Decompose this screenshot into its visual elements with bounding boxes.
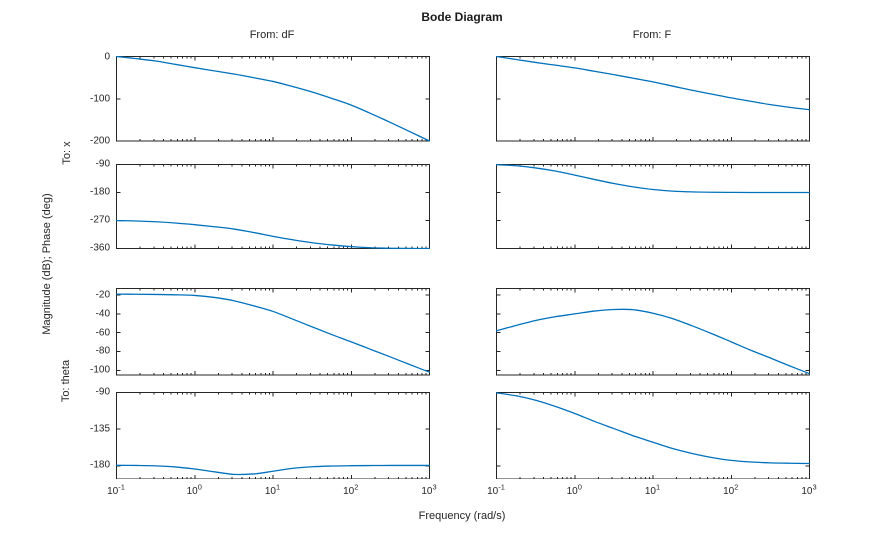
bode-panel-phase-to-x-from-F bbox=[495, 163, 810, 249]
axes-box-and-ticks bbox=[495, 56, 810, 142]
bode-panel-phase-to-x-from-dF bbox=[115, 163, 430, 249]
response-curve-magnitude-to-theta-from-dF bbox=[115, 293, 430, 373]
bode-panel-magnitude-to-theta-from-dF bbox=[115, 288, 430, 376]
bode-panel-phase-to-theta-from-F bbox=[495, 391, 810, 479]
response-curve-magnitude-to-x-from-dF bbox=[115, 56, 430, 142]
y-tick-label: -360 bbox=[89, 242, 110, 254]
y-tick-label: -180 bbox=[89, 459, 110, 471]
y-tick-label: -60 bbox=[95, 327, 110, 339]
x-tick-label: 102 bbox=[343, 482, 359, 497]
response-curve-magnitude-to-theta-from-F bbox=[495, 308, 810, 375]
y-tick-label: -135 bbox=[89, 423, 110, 435]
y-tick-label: -270 bbox=[89, 214, 110, 226]
response-curve-phase-to-x-from-F bbox=[495, 163, 810, 193]
x-axis-label: Frequency (rad/s) bbox=[418, 510, 506, 522]
x-tick-label: 101 bbox=[264, 482, 281, 497]
response-curve-phase-to-theta-from-dF bbox=[115, 464, 430, 475]
bode-panel-magnitude-to-x-from-dF bbox=[115, 56, 430, 142]
axes-box-and-ticks bbox=[495, 288, 810, 376]
axes-box-and-ticks bbox=[495, 391, 810, 479]
x-tick-label: 103 bbox=[421, 482, 437, 497]
column-header-from-F: From: F bbox=[632, 29, 672, 41]
y-tick-label: -200 bbox=[89, 135, 110, 147]
response-curve-phase-to-theta-from-F bbox=[495, 391, 810, 464]
column-header-from-dF: From: dF bbox=[249, 29, 295, 41]
bode-panel-magnitude-to-x-from-F bbox=[495, 56, 810, 142]
y-tick-label: 0 bbox=[104, 51, 110, 62]
bode-panel-magnitude-to-theta-from-F bbox=[495, 288, 810, 376]
axes-box-and-ticks bbox=[495, 163, 810, 249]
x-tick-label: 10-1 bbox=[487, 482, 505, 497]
axes-box-and-ticks bbox=[115, 288, 430, 376]
y-tick-label: -90 bbox=[95, 386, 110, 398]
bode-panel-phase-to-theta-from-dF bbox=[115, 391, 430, 479]
y-tick-label: -80 bbox=[95, 345, 110, 357]
y-axis-label: Magnitude (dB); Phase (deg) bbox=[41, 193, 53, 335]
y-tick-label: -90 bbox=[95, 158, 110, 170]
y-tick-label: -100 bbox=[89, 93, 110, 105]
x-tick-label: 100 bbox=[566, 482, 582, 497]
y-tick-label: -40 bbox=[95, 308, 110, 320]
y-tick-label: -100 bbox=[89, 364, 110, 376]
x-tick-label: 10-1 bbox=[107, 482, 125, 497]
x-tick-label: 102 bbox=[723, 482, 739, 497]
y-tick-label: -20 bbox=[95, 289, 110, 301]
figure-title: Bode Diagram bbox=[421, 10, 503, 24]
response-curve-phase-to-x-from-dF bbox=[115, 219, 430, 249]
y-tick-label: -180 bbox=[89, 186, 110, 198]
response-curve-magnitude-to-x-from-F bbox=[495, 56, 810, 111]
x-tick-label: 100 bbox=[186, 482, 202, 497]
x-tick-label: 103 bbox=[801, 482, 817, 497]
axes-box-and-ticks bbox=[115, 56, 430, 142]
axes-box-and-ticks bbox=[115, 391, 430, 479]
x-tick-label: 101 bbox=[644, 482, 661, 497]
